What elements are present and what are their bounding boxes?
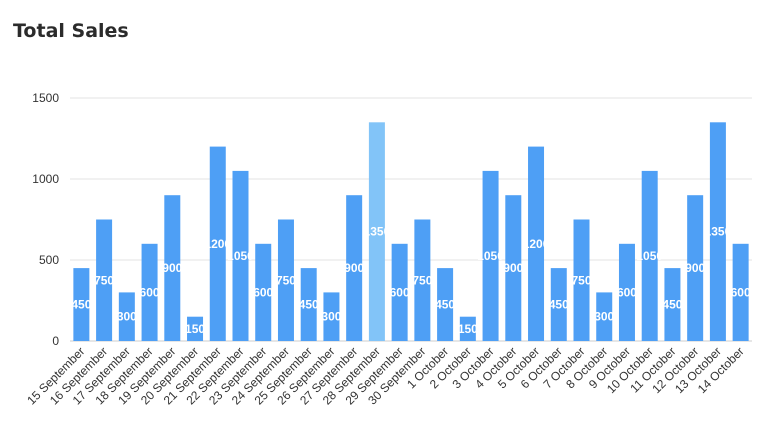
bar[interactable] (187, 316, 204, 341)
bar[interactable] (164, 195, 181, 341)
data-label: 600 (253, 285, 273, 299)
data-label: 600 (731, 285, 751, 299)
bar[interactable] (573, 219, 590, 342)
bar[interactable] (550, 268, 567, 341)
data-label: 750 (412, 273, 432, 287)
bar[interactable] (118, 292, 135, 341)
chart-title: Total Sales (13, 20, 129, 42)
bar[interactable] (641, 170, 658, 341)
bar[interactable] (459, 316, 476, 341)
y-tick-label: 1500 (32, 91, 59, 105)
bar[interactable] (323, 292, 340, 341)
data-label: 450 (435, 298, 455, 312)
data-label: 900 (685, 261, 705, 275)
data-label: 1050 (227, 249, 254, 263)
bar[interactable] (209, 146, 226, 341)
data-label: 150 (185, 322, 205, 336)
data-label: 300 (321, 310, 341, 324)
bar[interactable] (618, 243, 635, 341)
data-label: 900 (344, 261, 364, 275)
data-label: 600 (390, 285, 410, 299)
bar[interactable] (368, 122, 385, 341)
bar[interactable] (346, 195, 363, 341)
data-label: 900 (162, 261, 182, 275)
data-label: 1050 (636, 249, 663, 263)
bar[interactable] (437, 268, 454, 341)
bar[interactable] (596, 292, 613, 341)
bar[interactable] (664, 268, 681, 341)
data-label: 750 (94, 273, 114, 287)
data-label: 750 (571, 273, 591, 287)
data-label: 450 (549, 298, 569, 312)
data-label: 1350 (705, 225, 732, 239)
bar[interactable] (391, 243, 408, 341)
data-label: 600 (617, 285, 637, 299)
data-label: 750 (276, 273, 296, 287)
bar[interactable] (528, 146, 545, 341)
bar[interactable] (96, 219, 113, 342)
data-label: 1200 (523, 237, 550, 251)
bar[interactable] (232, 170, 249, 341)
data-label: 450 (299, 298, 319, 312)
gridlines (70, 97, 752, 342)
y-tick-label: 1000 (32, 172, 59, 186)
bar[interactable] (300, 268, 317, 341)
y-tick-label: 0 (52, 334, 59, 348)
data-label: 1200 (204, 237, 231, 251)
bar[interactable] (414, 219, 431, 342)
bar[interactable] (505, 195, 522, 341)
data-label: 150 (458, 322, 478, 336)
bar[interactable] (709, 122, 726, 341)
data-label: 450 (71, 298, 91, 312)
data-label: 1050 (477, 249, 504, 263)
bar[interactable] (277, 219, 294, 342)
bar[interactable] (255, 243, 272, 341)
data-label: 300 (594, 310, 614, 324)
bar[interactable] (73, 268, 90, 341)
bar[interactable] (141, 243, 158, 341)
y-axis-ticks: 0 500 1000 1500 (32, 91, 59, 348)
y-tick-label: 500 (39, 253, 59, 267)
data-label: 600 (140, 285, 160, 299)
data-label: 1350 (364, 225, 391, 239)
bar[interactable] (732, 243, 749, 341)
data-label: 450 (662, 298, 682, 312)
bar[interactable] (482, 170, 499, 341)
bars (73, 122, 749, 342)
data-labels: 4507503006009001501200105060075045030090… (71, 225, 751, 336)
data-label: 300 (117, 310, 137, 324)
bar[interactable] (687, 195, 704, 341)
data-label: 900 (503, 261, 523, 275)
